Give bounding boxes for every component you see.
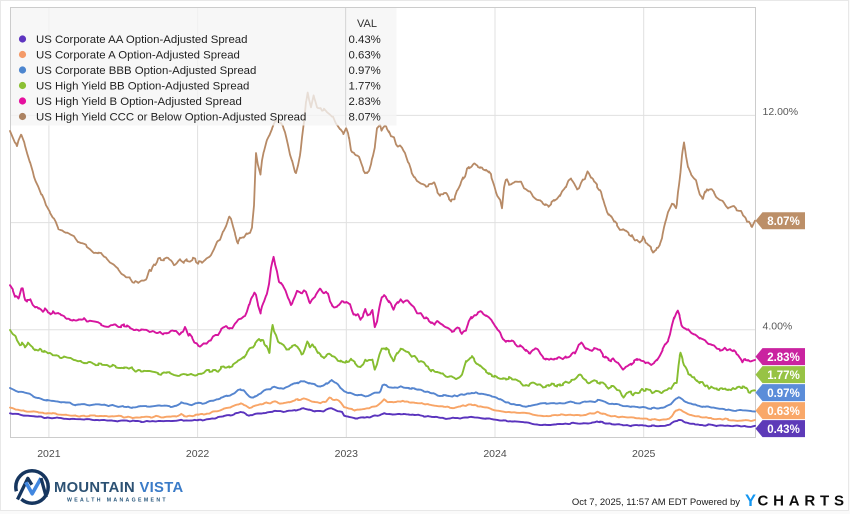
svg-text:0.97%: 0.97% <box>767 388 800 400</box>
svg-text:2.83%: 2.83% <box>349 96 381 108</box>
svg-text:1.77%: 1.77% <box>767 370 800 382</box>
svg-text:8.07%: 8.07% <box>767 216 800 228</box>
svg-text:US High Yield CCC or Below Opt: US High Yield CCC or Below Option-Adjust… <box>36 112 306 124</box>
svg-text:2024: 2024 <box>483 448 507 460</box>
svg-text:2025: 2025 <box>632 448 656 460</box>
svg-text:4.00%: 4.00% <box>763 321 793 333</box>
svg-text:US High Yield B Option-Adjuste: US High Yield B Option-Adjusted Spread <box>36 96 242 108</box>
svg-text:MOUNTAIN VISTA: MOUNTAIN VISTA <box>54 480 183 496</box>
svg-text:US High Yield BB Option-Adjust: US High Yield BB Option-Adjusted Spread <box>36 81 249 93</box>
svg-text:0.63%: 0.63% <box>349 50 381 62</box>
svg-text:2022: 2022 <box>186 448 210 460</box>
svg-text:0.63%: 0.63% <box>767 406 800 418</box>
svg-text:CHARTS: CHARTS <box>758 493 849 510</box>
svg-text:US Corporate A Option-Adjusted: US Corporate A Option-Adjusted Spread <box>36 50 240 62</box>
svg-text:Oct 7, 2025, 11:57 AM EDT Powe: Oct 7, 2025, 11:57 AM EDT Powered by <box>572 497 740 508</box>
svg-text:0.43%: 0.43% <box>349 34 381 46</box>
svg-text:US Corporate AA Option-Adjuste: US Corporate AA Option-Adjusted Spread <box>36 34 247 46</box>
svg-text:VAL: VAL <box>357 18 377 30</box>
svg-text:Y: Y <box>745 492 756 510</box>
svg-text:2023: 2023 <box>335 448 359 460</box>
svg-text:8.07%: 8.07% <box>349 112 381 124</box>
svg-text:0.97%: 0.97% <box>349 65 381 77</box>
svg-text:12.00%: 12.00% <box>763 106 799 118</box>
svg-text:US Corporate BBB Option-Adjust: US Corporate BBB Option-Adjusted Spread <box>36 65 256 77</box>
svg-text:0.43%: 0.43% <box>767 424 800 436</box>
svg-text:WEALTH MANAGEMENT: WEALTH MANAGEMENT <box>67 498 168 504</box>
svg-text:2.83%: 2.83% <box>767 352 800 364</box>
svg-text:2021: 2021 <box>37 448 61 460</box>
svg-text:1.77%: 1.77% <box>349 81 381 93</box>
